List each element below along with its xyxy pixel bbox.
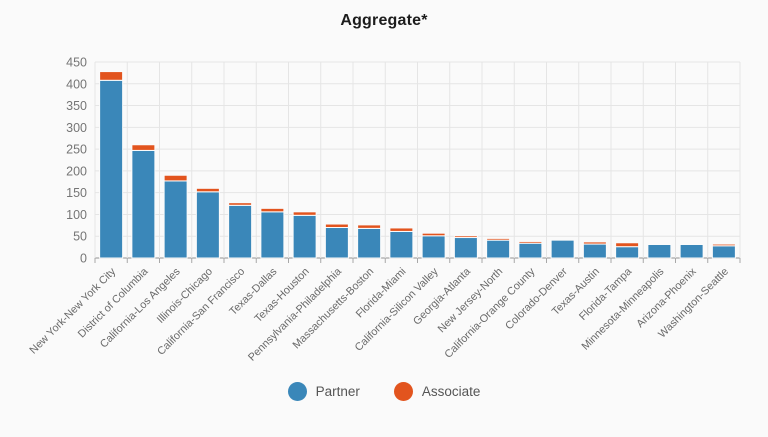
legend-item-associate[interactable]: Associate [393,382,481,401]
bar-partner-20[interactable] [711,245,736,259]
bar-partner-1[interactable] [99,79,124,259]
bar-partner-8[interactable] [324,227,349,259]
bar-associate-9[interactable] [357,224,382,229]
y-tick-label: 200 [66,164,87,178]
bar-associate-8[interactable] [324,223,349,229]
y-tick-label: 350 [66,99,87,113]
bar-partner-2[interactable] [131,149,156,259]
bar-associate-4[interactable] [195,187,220,193]
y-tick-label: 50 [73,230,87,244]
bar-partner-13[interactable] [486,239,511,259]
bar-partner-16[interactable] [582,243,607,259]
bar-partner-15[interactable] [550,239,575,259]
bar-partner-10[interactable] [389,230,414,259]
bar-associate-20[interactable] [711,243,736,247]
chart-title: Aggregate* [340,12,428,29]
legend-label: Partner [315,384,360,399]
bar-partner-3[interactable] [163,180,188,259]
bar-associate-3[interactable] [163,174,188,182]
bar-partner-11[interactable] [421,235,446,259]
legend-item-partner[interactable]: Partner [287,382,360,401]
bar-associate-1[interactable] [99,71,124,81]
legend-dot-associate-icon [393,382,413,401]
bar-partner-6[interactable] [260,211,285,259]
bar-associate-7[interactable] [292,211,317,216]
x-category-label: Georgia-Atlanta [411,266,473,328]
bar-associate-2[interactable] [131,144,156,151]
bar-partner-17[interactable] [615,246,640,259]
bar-associate-13[interactable] [486,237,511,241]
bar-partner-18[interactable] [647,243,672,259]
chart-legend: Partner Associate [0,382,768,401]
bar-associate-17[interactable] [615,242,640,248]
bar-partner-7[interactable] [292,214,317,259]
bar-partner-5[interactable] [228,204,253,259]
y-tick-label: 400 [66,77,87,91]
legend-dot-partner-icon [287,382,307,401]
bar-associate-14[interactable] [518,240,543,244]
bar-partner-4[interactable] [195,191,220,259]
bar-partner-14[interactable] [518,242,543,259]
bar-associate-11[interactable] [421,232,446,237]
bar-associate-10[interactable] [389,227,414,232]
bar-associate-5[interactable] [228,202,253,206]
bar-associate-16[interactable] [582,241,607,245]
y-tick-label: 0 [80,252,87,266]
bar-partner-12[interactable] [453,237,478,259]
bar-associate-6[interactable] [260,207,285,213]
y-tick-label: 450 [66,56,87,70]
bar-partner-9[interactable] [357,227,382,259]
legend-label: Associate [421,384,481,399]
bar-associate-12[interactable] [453,235,478,239]
y-tick-label: 250 [66,143,87,157]
y-tick-label: 100 [66,208,87,222]
x-category-label: Illinois-Chicago [155,266,215,326]
y-tick-label: 150 [66,186,87,200]
bar-partner-19[interactable] [679,243,704,259]
y-tick-label: 300 [66,121,87,135]
